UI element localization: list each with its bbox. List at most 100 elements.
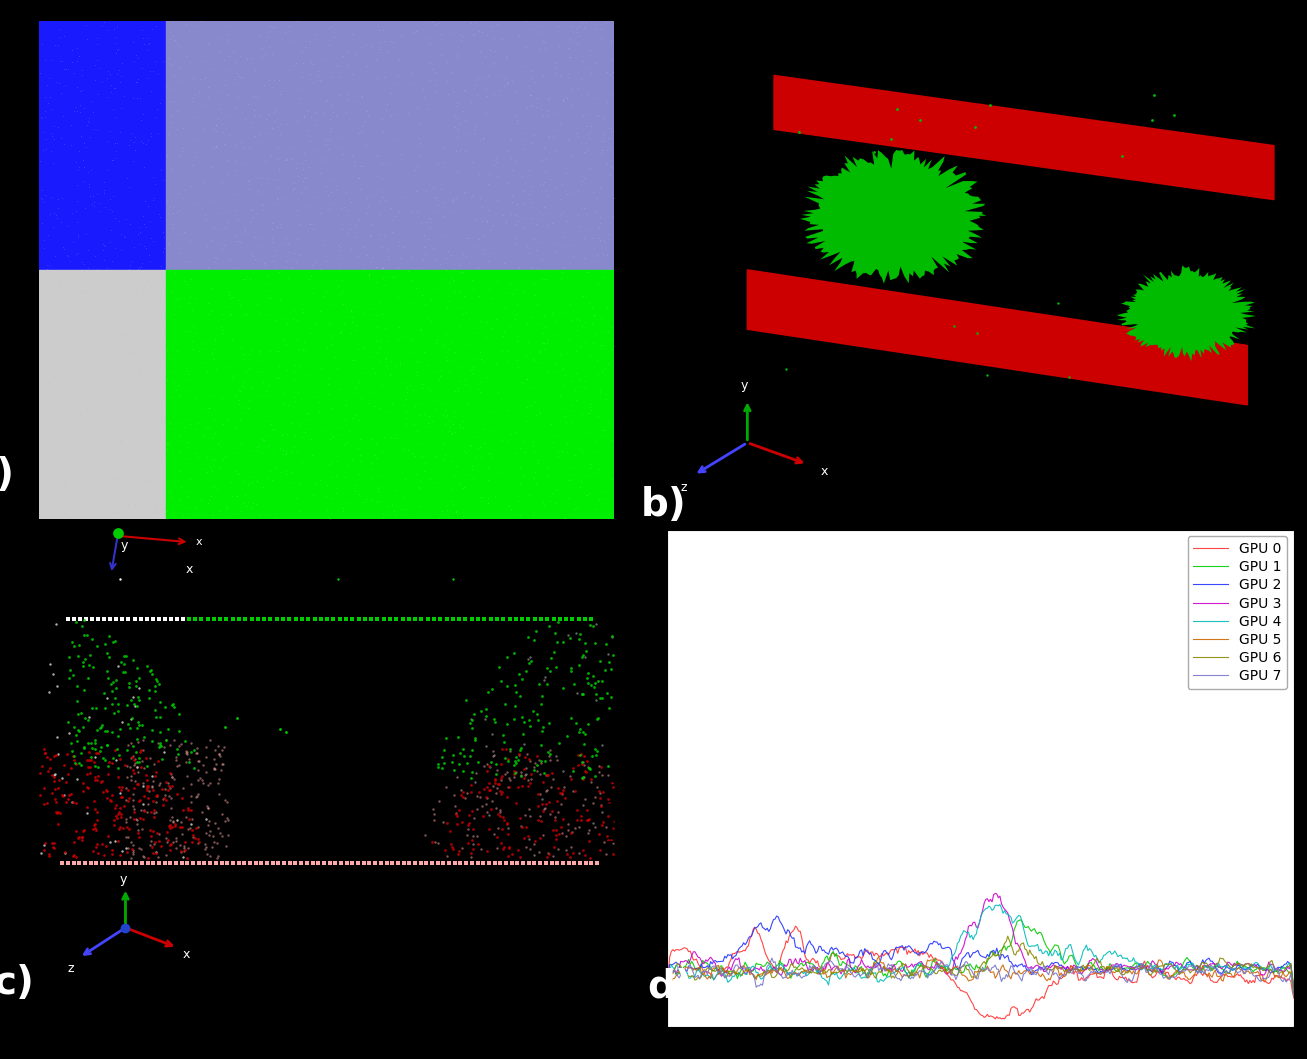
Point [268, 342, 289, 359]
Point [139, 405, 159, 421]
Point [337, 42, 358, 59]
Point [524, 286, 545, 303]
Point [118, 357, 139, 374]
Point [136, 41, 157, 58]
Point [367, 611, 388, 628]
Point [451, 32, 472, 49]
Point [55, 302, 76, 319]
Point [93, 847, 114, 864]
Point [408, 129, 429, 146]
Point [125, 815, 146, 832]
Point [322, 399, 342, 416]
Point [519, 87, 540, 104]
Point [43, 767, 64, 784]
Point [463, 720, 484, 737]
Point [171, 855, 192, 872]
Point [450, 114, 471, 131]
Point [591, 30, 612, 47]
Point [278, 17, 299, 34]
Point [427, 15, 448, 32]
Point [159, 765, 180, 782]
Point [359, 253, 380, 270]
Point [210, 761, 231, 778]
Point [154, 229, 175, 246]
Point [124, 757, 145, 774]
Point [154, 309, 175, 326]
Point [533, 198, 554, 215]
Point [259, 18, 280, 35]
Point [516, 346, 537, 363]
Point [604, 190, 625, 207]
Point [35, 313, 56, 330]
Point [365, 447, 386, 464]
Point [192, 774, 213, 791]
Point [357, 198, 378, 215]
Point [295, 178, 316, 195]
Point [140, 213, 161, 230]
Point [251, 443, 272, 460]
Point [354, 113, 375, 130]
Point [518, 777, 538, 794]
Point [514, 761, 535, 778]
Point [102, 503, 123, 520]
Point [116, 780, 137, 797]
Point [231, 508, 252, 525]
Point [208, 84, 229, 101]
Point [310, 204, 331, 221]
Point [229, 381, 250, 398]
Point [141, 230, 162, 247]
Point [261, 471, 282, 488]
Point [94, 722, 115, 739]
Point [74, 822, 95, 839]
Point [335, 183, 356, 200]
Point [64, 638, 85, 654]
Point [512, 855, 533, 872]
Point [332, 283, 353, 300]
Point [105, 327, 125, 344]
Point [431, 395, 452, 412]
Point [180, 743, 201, 760]
Point [499, 318, 520, 335]
Point [575, 643, 596, 660]
Point [557, 70, 578, 87]
Point [210, 432, 231, 449]
Point [208, 786, 229, 803]
Point [55, 301, 76, 318]
Point [44, 36, 65, 53]
Point [148, 611, 169, 628]
Point [133, 216, 154, 233]
Point [537, 660, 558, 677]
Point [74, 173, 95, 190]
Point [400, 507, 421, 524]
Point [106, 143, 127, 160]
Point [565, 125, 586, 142]
Point [162, 768, 183, 785]
Point [86, 836, 107, 852]
Point [437, 847, 457, 864]
Point [48, 37, 69, 54]
Point [179, 253, 200, 270]
Point [184, 289, 205, 306]
Point [148, 826, 169, 843]
Point [110, 449, 131, 466]
Point [484, 157, 505, 174]
Point [369, 492, 389, 509]
Point [587, 252, 608, 269]
Point [205, 741, 226, 758]
Point [552, 633, 572, 650]
Point [77, 669, 98, 686]
Point [195, 461, 216, 478]
Point [273, 446, 294, 463]
Point [84, 298, 105, 315]
Point [235, 498, 256, 515]
Point [460, 747, 481, 764]
Point [127, 775, 148, 792]
Point [114, 647, 135, 664]
Point [91, 773, 112, 790]
Point [559, 185, 580, 202]
Point [567, 182, 588, 199]
GPU 2 [1055, 961, 1070, 973]
Point [72, 284, 93, 301]
Point [110, 800, 131, 816]
Point [548, 613, 569, 630]
